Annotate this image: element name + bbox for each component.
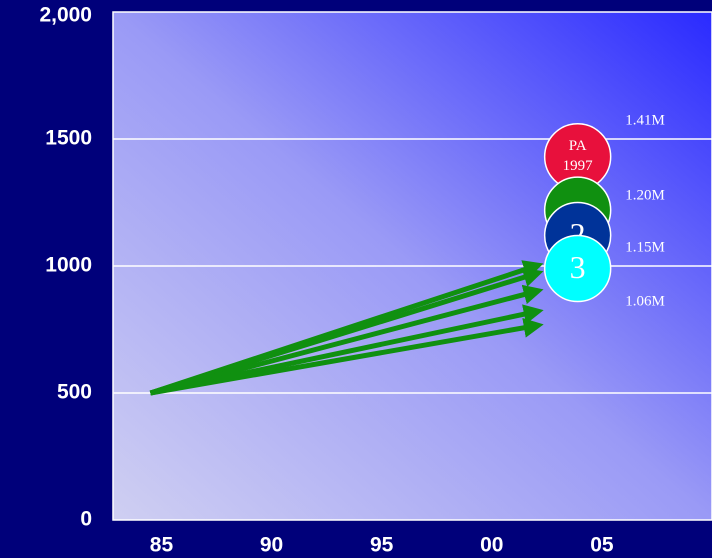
arrow-line <box>150 317 544 396</box>
annotation: 1.15M <box>625 239 665 255</box>
bubble-label: PA <box>569 138 587 154</box>
x-tick-label: 00 <box>480 534 503 557</box>
y-tick-label: 2,000 <box>39 4 92 27</box>
bubble-label: 3 <box>570 249 586 285</box>
x-tick-label: 90 <box>260 534 283 557</box>
x-tick-label: 85 <box>150 534 174 557</box>
y-tick-label: 1000 <box>45 254 92 277</box>
x-tick-label: 95 <box>370 534 394 557</box>
y-tick-label: 500 <box>57 381 92 404</box>
arrow-line <box>149 284 544 396</box>
annotation: 1.20M <box>625 187 665 203</box>
bubble-label: 1997 <box>563 158 594 174</box>
x-tick-label: 05 <box>590 534 614 557</box>
y-tick-label: 1500 <box>45 127 92 150</box>
annotation: 1.06M <box>625 293 665 309</box>
annotation: 1.41M <box>625 112 665 128</box>
y-tick-label: 0 <box>80 508 92 531</box>
arrow-line <box>149 267 544 396</box>
bubble <box>543 234 612 303</box>
